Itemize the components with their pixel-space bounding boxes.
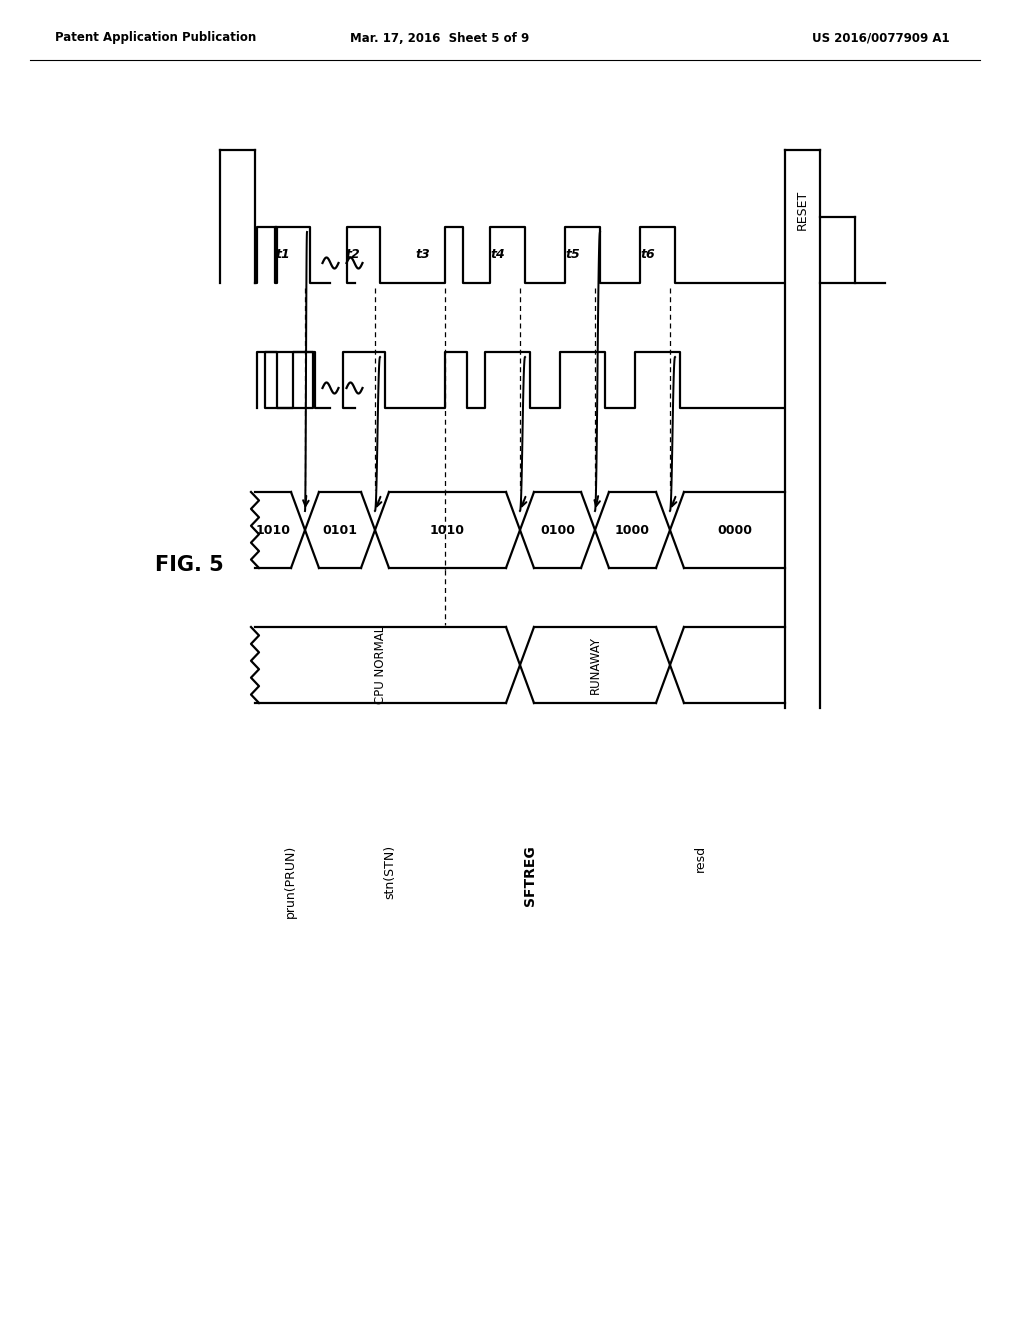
Text: Mar. 17, 2016  Sheet 5 of 9: Mar. 17, 2016 Sheet 5 of 9	[350, 32, 529, 45]
Text: RESET: RESET	[796, 190, 809, 230]
Text: 0101: 0101	[323, 524, 357, 536]
Text: SFTREG: SFTREG	[523, 845, 537, 906]
Text: 0100: 0100	[540, 524, 575, 536]
Text: t4: t4	[490, 248, 505, 261]
Text: stn(STN): stn(STN)	[384, 845, 396, 899]
Text: US 2016/0077909 A1: US 2016/0077909 A1	[812, 32, 950, 45]
Text: RUNAWAY: RUNAWAY	[589, 636, 601, 694]
Text: 1000: 1000	[615, 524, 650, 536]
Text: t5: t5	[565, 248, 580, 261]
Text: 1010: 1010	[256, 524, 291, 536]
Text: FIG. 5: FIG. 5	[155, 554, 224, 576]
Text: Patent Application Publication: Patent Application Publication	[55, 32, 256, 45]
Text: t1: t1	[275, 248, 290, 261]
Text: CPU NORMAL: CPU NORMAL	[374, 626, 387, 704]
Text: 0000: 0000	[717, 524, 752, 536]
Text: t6: t6	[640, 248, 655, 261]
Text: 1010: 1010	[430, 524, 465, 536]
Text: t2: t2	[345, 248, 360, 261]
Text: resd: resd	[693, 845, 707, 873]
Text: prun(PRUN): prun(PRUN)	[284, 845, 297, 919]
Text: t3: t3	[416, 248, 430, 261]
